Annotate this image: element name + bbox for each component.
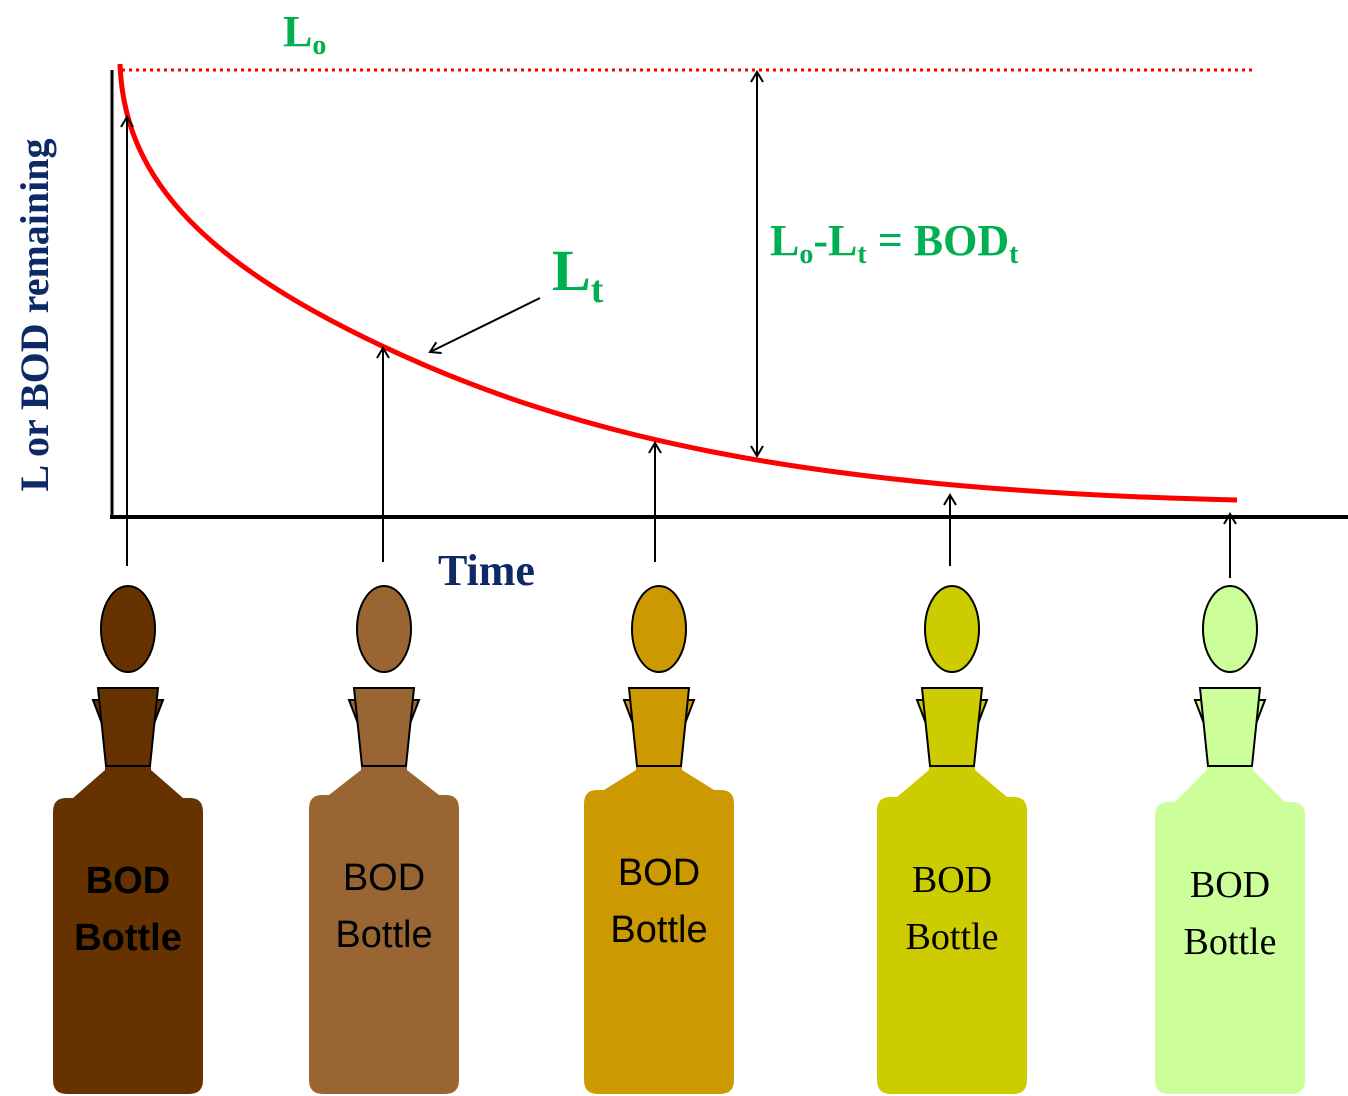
bottle-label: BOD [86, 860, 170, 902]
y-axis-label: L or BOD remaining [12, 138, 57, 491]
remaining-label: Lt [552, 238, 604, 311]
stopper-top [101, 586, 155, 672]
eq-sub: t [1009, 239, 1019, 270]
eq-part: L [770, 216, 799, 265]
bottle-label: Bottle [610, 909, 707, 951]
bottle: BOD Bottle [53, 586, 203, 1094]
bottle-label: Bottle [1184, 921, 1277, 963]
label-sub: t [591, 269, 604, 311]
stopper-top [1203, 586, 1257, 672]
bottle-label: Bottle [74, 917, 182, 959]
stopper-plug [629, 688, 689, 766]
bottle-label: Bottle [906, 916, 999, 958]
bottle-label: BOD [343, 857, 425, 899]
stopper-plug [98, 688, 158, 766]
stopper-plug [1200, 688, 1260, 766]
eq-sub: o [799, 239, 813, 270]
label-main: L [283, 7, 312, 56]
eq-part: -L [813, 216, 857, 265]
stopper-plug [922, 688, 982, 766]
arrows [127, 72, 1230, 578]
bottle: BOD Bottle [1155, 586, 1305, 1094]
bottle: BOD Bottle [309, 586, 459, 1094]
page: {"axes": {"y_label": "L or BOD remaining… [0, 0, 1348, 1096]
bottle: BOD Bottle [877, 586, 1027, 1094]
bottle-label: BOD [912, 859, 992, 901]
arrow [430, 298, 540, 352]
bottles: BODBottleBODBottleBODBottleBODBottleBODB… [53, 586, 1305, 1094]
label-main: L [552, 238, 591, 303]
bottle-label: BOD [618, 852, 700, 894]
bottle-label: BOD [1190, 864, 1270, 906]
stopper-top [357, 586, 411, 672]
x-axis-label: Time [438, 546, 535, 595]
stopper-top [632, 586, 686, 672]
eq-part: = BOD [867, 216, 1009, 265]
bottle-label: Bottle [335, 914, 432, 956]
equation: Lo-Lt = BODt [770, 216, 1019, 270]
stopper-plug [354, 688, 414, 766]
decay-curve [120, 64, 1237, 500]
initial-label: Lo [283, 7, 326, 61]
stopper-top [925, 586, 979, 672]
bottle: BOD Bottle [584, 586, 734, 1094]
diagram: L or BOD remaining Time Lo Lt Lo-Lt = BO… [0, 0, 1348, 1096]
label-sub: o [312, 30, 326, 61]
